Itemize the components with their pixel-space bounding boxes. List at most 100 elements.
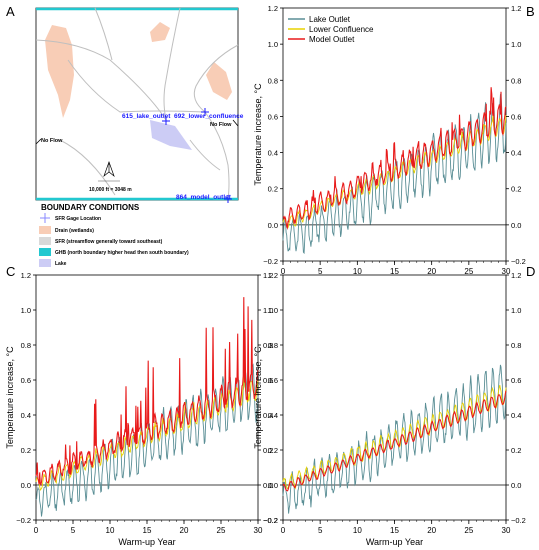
scale-text: 10,000 ft = 3048 m bbox=[89, 187, 132, 193]
series-line-lower-confluence bbox=[282, 384, 507, 490]
x-tick-label: 0 bbox=[281, 526, 286, 535]
lake bbox=[150, 120, 192, 150]
cross-icon bbox=[40, 213, 50, 223]
y-tick-label-right: 0.8 bbox=[263, 341, 273, 350]
x-tick-label: 25 bbox=[464, 267, 473, 276]
legend-label: SFR Gage Location bbox=[55, 216, 101, 222]
y-tick-label-left: 0.8 bbox=[268, 341, 278, 350]
y-tick-label-left: 1.2 bbox=[268, 4, 278, 13]
legend-item-sfr-gage: SFR Gage Location bbox=[40, 213, 101, 223]
legend-item-sfr: SFR (streamflow generally toward southea… bbox=[39, 237, 163, 245]
y-tick-label-right: 0.2 bbox=[263, 446, 273, 455]
y-tick-label-right: 1.0 bbox=[511, 306, 521, 315]
series-line-model-outlet bbox=[35, 297, 259, 487]
drain-wetland-east bbox=[206, 62, 232, 100]
y-tick-label-right: 0.2 bbox=[511, 185, 521, 194]
y-tick-label-left: 0.8 bbox=[21, 341, 31, 350]
y-tick-label-left: 0.4 bbox=[21, 411, 31, 420]
no-flow-right-label: No Flow bbox=[210, 122, 232, 128]
y-tick-label-left: −0.2 bbox=[263, 516, 278, 525]
x-tick-label: 20 bbox=[180, 526, 189, 535]
legend-entry: Model Outlet bbox=[309, 35, 355, 44]
plot-frame bbox=[282, 274, 507, 521]
series-line-model-outlet bbox=[282, 390, 507, 492]
drain-wetland-west bbox=[45, 25, 74, 118]
chart-c: 0 5 10 15 20 25 30−0.2−0.20.00.00.20.20.40.40.… bbox=[5, 271, 278, 547]
legend-label: Drain (wetlands) bbox=[55, 228, 94, 234]
legend-swatch-sfr bbox=[39, 237, 51, 245]
y-tick-label-left: 1.2 bbox=[268, 271, 278, 280]
legend-label: SFR (streamflow generally toward southea… bbox=[55, 239, 163, 245]
y-tick-label-left: 1.0 bbox=[21, 306, 31, 315]
y-tick-label-left: 0.6 bbox=[21, 376, 31, 385]
y-tick-label-left: 0.2 bbox=[268, 446, 278, 455]
legend-swatch-ghb bbox=[39, 248, 51, 256]
gage-label-lower-confluence: 692_lower_confluence bbox=[174, 113, 244, 120]
x-tick-label: 5 bbox=[318, 267, 323, 276]
panel-letter-d: D bbox=[526, 264, 536, 279]
y-tick-label-right: 1.2 bbox=[511, 4, 521, 13]
y-tick-label-right: −0.2 bbox=[511, 257, 526, 266]
y-tick-label-right: 1.0 bbox=[263, 306, 273, 315]
y-tick-label-right: 0.4 bbox=[511, 411, 521, 420]
y-tick-label-right: 1.2 bbox=[263, 271, 273, 280]
y-tick-label-left: 1.0 bbox=[268, 306, 278, 315]
y-tick-label-left: 0.2 bbox=[21, 446, 31, 455]
boundary-map: 615_lake_outlet 692_lower_confluence 864… bbox=[35, 7, 244, 267]
x-tick-label: 30 bbox=[502, 267, 511, 276]
chart-b: 0 5 10 15 20 25 30−0.2−0.20.00.00.20.20.40.40.… bbox=[253, 4, 526, 276]
legend-label: GHB (north boundary higher head then sou… bbox=[55, 250, 189, 256]
x-tick-label: 0 bbox=[34, 526, 39, 535]
y-tick-label-left: 0.0 bbox=[268, 221, 278, 230]
no-flow-left-label: No Flow bbox=[41, 138, 63, 144]
y-axis-label: Temperature increase, °C bbox=[253, 346, 263, 449]
y-tick-label-right: 0.4 bbox=[263, 411, 273, 420]
x-tick-label: 5 bbox=[318, 526, 323, 535]
panel-letter-b: B bbox=[526, 4, 535, 19]
x-tick-label: 15 bbox=[390, 526, 399, 535]
panel-letter-c: C bbox=[6, 264, 16, 279]
legend-swatch-lake bbox=[39, 259, 51, 267]
sfr-streams bbox=[35, 7, 239, 200]
legend-title: BOUNDARY CONDITIONS bbox=[41, 203, 140, 212]
y-tick-label-right: −0.2 bbox=[511, 516, 526, 525]
plot-frame bbox=[282, 7, 507, 262]
legend-item-ghb: GHB (north boundary higher head then sou… bbox=[39, 248, 189, 256]
plot-frame bbox=[35, 274, 259, 521]
y-tick-label-left: −0.2 bbox=[263, 257, 278, 266]
y-tick-label-right: 0.0 bbox=[263, 481, 273, 490]
y-tick-label-right: 0.8 bbox=[511, 341, 521, 350]
y-tick-label-right: 0.6 bbox=[511, 376, 521, 385]
x-axis-label: Warm-up Year bbox=[366, 537, 423, 547]
x-tick-label: 30 bbox=[254, 526, 263, 535]
gage-marker-lake-outlet bbox=[162, 117, 170, 125]
series-line-lower-confluence bbox=[282, 114, 507, 229]
chart-d: 0 5 10 15 20 25 30−0.2−0.20.00.00.20.20.40.40.… bbox=[253, 271, 526, 547]
y-tick-label-left: 0.6 bbox=[268, 112, 278, 121]
legend-entry: Lake Outlet bbox=[309, 15, 351, 24]
y-tick-label-right: 0.2 bbox=[511, 446, 521, 455]
y-tick-label-left: 0.4 bbox=[268, 411, 278, 420]
series-line-lower-confluence bbox=[35, 373, 259, 492]
gage-marker-model-outlet bbox=[224, 195, 232, 203]
legend-swatch-drain bbox=[39, 226, 51, 234]
drain-wetland-north bbox=[150, 22, 170, 42]
y-tick-label-right: 0.0 bbox=[511, 481, 521, 490]
panel-letter-a: A bbox=[6, 4, 15, 19]
y-tick-label-right: −0.2 bbox=[263, 516, 278, 525]
y-tick-label-left: 0.2 bbox=[268, 185, 278, 194]
y-tick-label-right: 0.4 bbox=[511, 149, 521, 158]
x-tick-label: 10 bbox=[106, 526, 115, 535]
x-tick-label: 10 bbox=[353, 526, 362, 535]
x-tick-label: 15 bbox=[390, 267, 399, 276]
x-tick-label: 15 bbox=[143, 526, 152, 535]
series-line-lake-outlet bbox=[282, 364, 507, 514]
y-tick-label-left: 0.8 bbox=[268, 76, 278, 85]
x-tick-label: 30 bbox=[502, 526, 511, 535]
y-tick-label-left: 0.0 bbox=[21, 481, 31, 490]
y-tick-label-right: 0.0 bbox=[511, 221, 521, 230]
x-tick-label: 20 bbox=[427, 267, 436, 276]
no-flow-right-tick bbox=[232, 119, 239, 127]
y-tick-label-right: 0.6 bbox=[511, 112, 521, 121]
